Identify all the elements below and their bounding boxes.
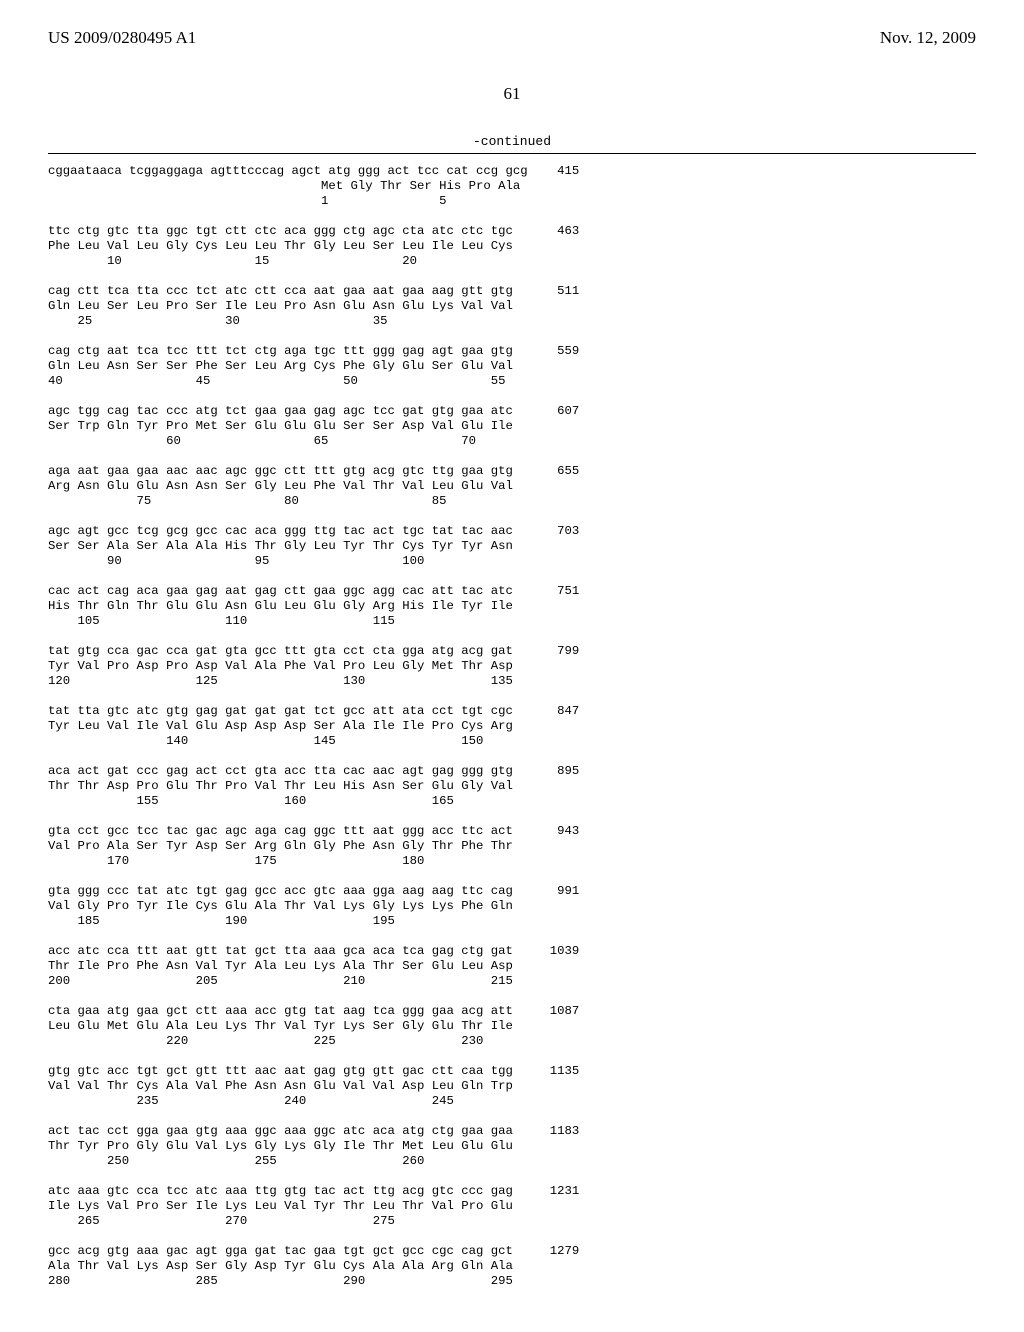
page-number: 61 (48, 84, 976, 104)
publication-date: Nov. 12, 2009 (880, 28, 976, 48)
header: US 2009/0280495 A1 Nov. 12, 2009 (48, 28, 976, 48)
continued-label: -continued (48, 134, 976, 149)
publication-number: US 2009/0280495 A1 (48, 28, 196, 48)
sequence-listing: cggaataaca tcggaggaga agtttcccag agct at… (48, 164, 976, 1304)
top-rule (48, 153, 976, 154)
